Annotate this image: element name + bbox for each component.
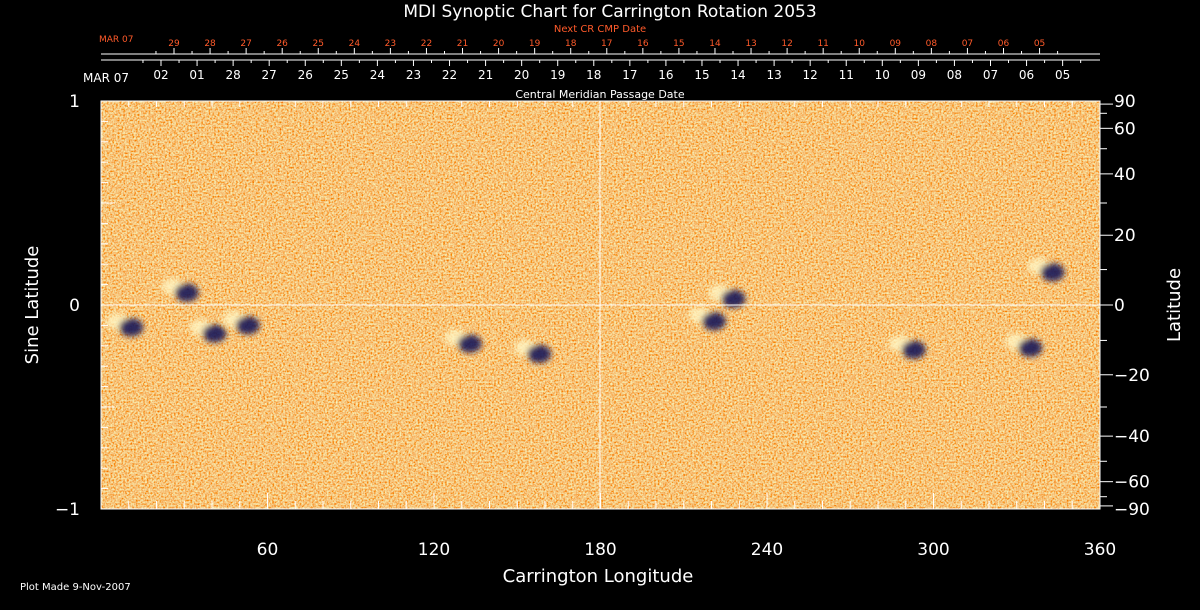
x-tick-label: 120 [418, 540, 450, 560]
next-cmp-label: Next CR CMP Date [554, 24, 646, 35]
next-cmp-date-label: 17 [601, 39, 612, 49]
cmp-date-label: 24 [370, 68, 385, 82]
y-right-tick-label: 40 [1114, 165, 1136, 185]
cmp-date-label: 21 [478, 68, 493, 82]
cmp-start-label: MAR 07 [83, 71, 129, 85]
x-tick-label: 60 [257, 540, 279, 560]
cmp-date-label: 25 [334, 68, 349, 82]
y-right-tick-label: −40 [1114, 427, 1150, 447]
y-left-tick-label: 1 [69, 92, 80, 112]
y-axis-left: 1 0 −1 [55, 92, 115, 520]
next-cmp-start-label: MAR 07 [99, 35, 134, 45]
x-axis-ticks: 60 120 180 240 300 360 [128, 101, 1116, 560]
cmp-date-label: 11 [839, 68, 854, 82]
active-region-negative [527, 344, 552, 363]
x-tick-label: 300 [917, 540, 949, 560]
cmp-date-label: 08 [947, 68, 962, 82]
next-cmp-date-label: 07 [962, 39, 973, 49]
cmp-date-label: 09 [911, 68, 926, 82]
active-region-negative [1040, 263, 1065, 282]
cmp-date-label: 07 [983, 68, 998, 82]
cmp-date-label: 26 [298, 68, 313, 82]
cmp-date-label: 19 [550, 68, 565, 82]
active-region-negative [701, 312, 726, 331]
y-right-tick-label: −90 [1114, 500, 1150, 520]
y-right-tick-label: −20 [1114, 366, 1150, 386]
cmp-ticks: 02 01 28 27 26 25 24 23 22 21 20 19 18 17 16 15 14 13 12 11… [142, 60, 1082, 82]
cmp-date-label: 05 [1055, 68, 1070, 82]
y-axis-right: 90 60 40 20 0 −20 −40 −60 −90 [1100, 92, 1150, 520]
next-cmp-date-label: 26 [276, 39, 288, 49]
cmp-date-label: 02 [153, 68, 168, 82]
next-cmp-date-label: 21 [457, 39, 468, 49]
cmp-date-label: 23 [406, 68, 421, 82]
cmp-date-label: 15 [694, 68, 709, 82]
cmp-date-label: 12 [803, 68, 818, 82]
next-cmp-date-label: 24 [349, 39, 361, 49]
cmp-date-label: 17 [622, 68, 637, 82]
next-cmp-date-label: 20 [493, 39, 505, 49]
x-tick-label: 240 [751, 540, 783, 560]
active-region-negative [235, 316, 260, 335]
y-left-tick-label: −1 [55, 500, 80, 520]
active-region-negative [202, 324, 227, 343]
next-cmp-date-label: 10 [854, 39, 866, 49]
y-right-tick-label: −60 [1114, 473, 1150, 493]
cmp-date-label: 18 [586, 68, 601, 82]
next-cmp-date-label: 19 [529, 39, 541, 49]
next-cmp-date-label: 06 [998, 39, 1010, 49]
chart-title: MDI Synoptic Chart for Carrington Rotati… [403, 2, 816, 22]
x-tick-label: 360 [1084, 540, 1116, 560]
next-cmp-date-label: 12 [781, 39, 792, 49]
y-right-tick-label: 20 [1114, 226, 1136, 246]
cmp-axis-label: Central Meridian Passage Date [515, 88, 684, 101]
cmp-date-label: 13 [766, 68, 781, 82]
cmp-date-label: 27 [262, 68, 277, 82]
next-cmp-date-label: 16 [637, 39, 649, 49]
active-region-negative [457, 334, 482, 353]
next-cmp-date-label: 27 [240, 39, 251, 49]
y-right-tick-label: 90 [1114, 92, 1136, 112]
plot-made-note: Plot Made 9-Nov-2007 [20, 582, 131, 593]
active-region-negative [721, 289, 746, 308]
cmp-date-label: 16 [658, 68, 673, 82]
next-cmp-date-label: 25 [313, 39, 324, 49]
y-axis-left-label: Sine Latitude [22, 246, 43, 365]
next-cmp-date-label: 14 [709, 39, 721, 49]
y-left-tick-label: 0 [69, 296, 80, 316]
cmp-date-label: 14 [730, 68, 745, 82]
cmp-date-label: 06 [1019, 68, 1034, 82]
cmp-date-label: 01 [189, 68, 204, 82]
active-region-negative [119, 318, 144, 337]
next-cmp-date-label: 08 [926, 39, 938, 49]
active-region-negative [1018, 338, 1043, 357]
next-cmp-date-label: 13 [745, 39, 756, 49]
next-cmp-date-label: 23 [385, 39, 396, 49]
cmp-date-label: 22 [442, 68, 457, 82]
y-axis-right-label: Latitude [1164, 268, 1185, 342]
next-cmp-date-label: 28 [204, 39, 216, 49]
next-cmp-date-label: 18 [565, 39, 577, 49]
cmp-date-label: 10 [875, 68, 890, 82]
next-cmp-date-label: 05 [1034, 39, 1045, 49]
y-right-tick-label: 60 [1114, 119, 1136, 139]
x-axis-label: Carrington Longitude [503, 566, 694, 587]
next-cmp-date-label: 15 [673, 39, 684, 49]
cmp-date-label: 20 [514, 68, 529, 82]
next-cmp-date-label: 11 [817, 39, 828, 49]
next-cmp-date-label: 09 [890, 39, 902, 49]
next-cmp-date-label: 22 [421, 39, 432, 49]
x-tick-label: 180 [584, 540, 616, 560]
active-region-negative [901, 340, 926, 359]
y-right-tick-label: 0 [1114, 296, 1125, 316]
active-region-negative [174, 283, 199, 302]
active-regions [106, 258, 1065, 363]
next-cmp-ticks: 29 28 27 26 25 24 23 22 21 20 19 18 17 16 15 14 13 12 11 10… [155, 39, 1059, 54]
cmp-date-label: 28 [225, 68, 240, 82]
next-cmp-date-label: 29 [168, 39, 180, 49]
